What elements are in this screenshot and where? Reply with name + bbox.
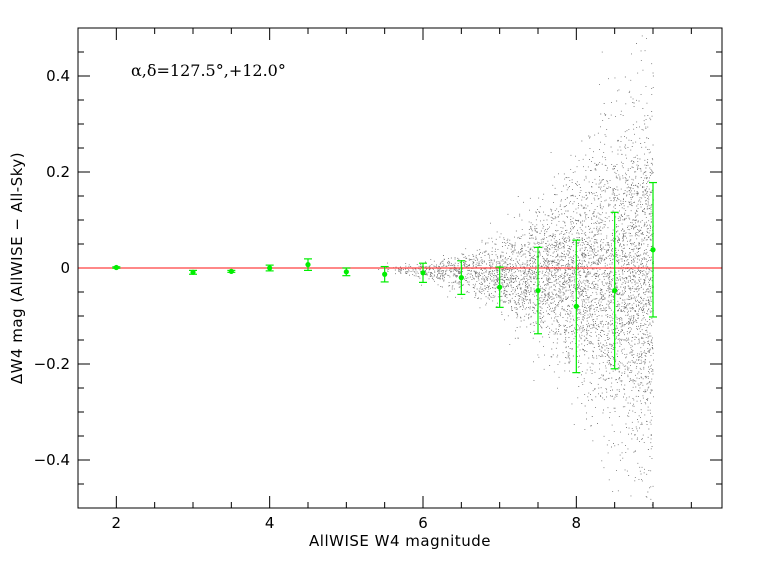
median-marker [113, 264, 119, 271]
data-point [342, 267, 351, 277]
y-tick-label: 0.2 [46, 163, 70, 181]
median-marker [573, 303, 579, 309]
scatter-point-cloud [378, 35, 654, 506]
median-marker [382, 271, 388, 277]
data-point [649, 181, 657, 318]
median-marker [650, 247, 656, 253]
data-point [572, 239, 581, 374]
data-point [380, 265, 389, 283]
median-marker [497, 284, 503, 290]
x-tick-label: 4 [265, 514, 275, 532]
data-point [189, 269, 197, 275]
y-tick-label: −0.2 [34, 355, 70, 373]
median-marker [343, 269, 349, 275]
data-point [112, 264, 121, 271]
median-marker [305, 262, 311, 268]
x-axis-label: AllWISE W4 magnitude [309, 532, 491, 550]
data-point [419, 262, 427, 283]
data-point [534, 246, 542, 335]
median-marker [458, 275, 464, 281]
data-point [304, 258, 312, 271]
y-tick-label: 0.4 [46, 67, 70, 85]
median-marker [420, 270, 426, 276]
scatter-cloud [378, 35, 654, 506]
median-marker [228, 268, 234, 274]
data-point [457, 260, 466, 295]
data-point [227, 268, 236, 274]
tick-labels: 2 4 6 8 −0.4 −0.2 0 0.2 0.4 [34, 67, 582, 532]
data-point [495, 266, 504, 308]
x-tick-label: 8 [572, 514, 582, 532]
x-tick-label: 2 [112, 514, 122, 532]
median-marker [535, 287, 541, 294]
data-point [610, 211, 619, 370]
y-tick-label: 0 [60, 259, 70, 277]
median-marker [267, 265, 273, 271]
plot-frame [77, 27, 723, 509]
x-tick-label: 6 [418, 514, 428, 532]
median-marker [190, 269, 196, 275]
median-marker [612, 287, 618, 294]
binned-median-series [112, 181, 657, 374]
chart-annotation: α,δ=127.5°,+12.0° [131, 61, 286, 80]
y-axis-label: ΔW4 mag (AllWISE − All-Sky) [8, 152, 26, 384]
y-tick-label: −0.4 [34, 451, 70, 469]
data-point [265, 264, 274, 272]
